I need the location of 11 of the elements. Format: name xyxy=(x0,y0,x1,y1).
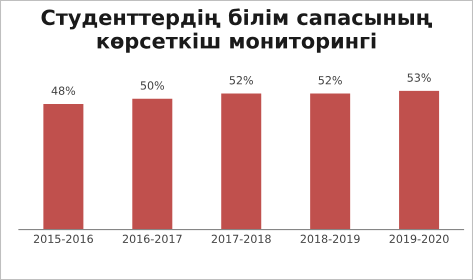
x-tick-label: 2016-2017 xyxy=(122,234,182,244)
chart-title: Студенттердің білім сапасының көрсеткіш мониторингі xyxy=(42,8,432,53)
data-label: 53% xyxy=(408,73,431,82)
x-tick-label: 2018-2019 xyxy=(300,234,360,244)
x-tick-label: 2017-2018 xyxy=(212,234,271,244)
x-tick-label: 2015-2016 xyxy=(34,234,93,244)
data-label: 52% xyxy=(230,76,253,84)
data-label: 52% xyxy=(318,76,342,84)
x-tick-label: 2019-2020 xyxy=(390,234,449,244)
data-label: 50% xyxy=(140,81,164,90)
data-label: 48% xyxy=(52,86,76,95)
